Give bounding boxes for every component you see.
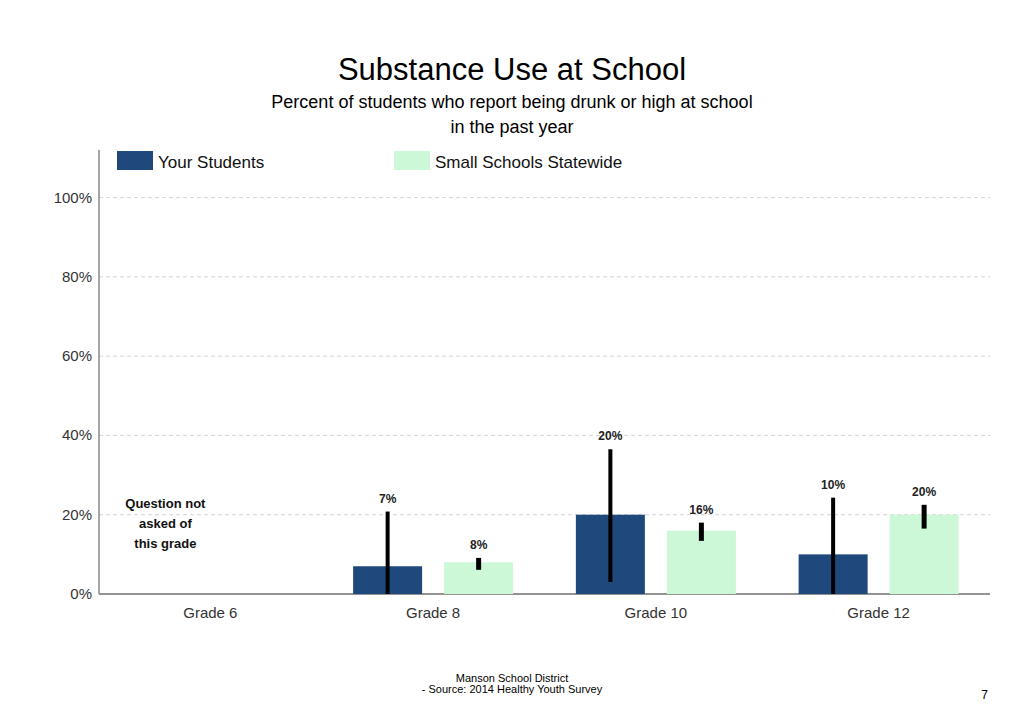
- footer: - Source: 2014 Healthy Youth Survey: [422, 683, 603, 695]
- grid-line: [99, 276, 990, 277]
- legend-label: Small Schools Statewide: [435, 153, 622, 172]
- y-tick-label: 0%: [70, 585, 92, 602]
- grid-line: [99, 197, 990, 198]
- legend-label: Your Students: [158, 153, 264, 172]
- data-label: 8%: [470, 538, 488, 552]
- annotation: asked of: [139, 516, 192, 531]
- legend-swatch: [394, 151, 430, 170]
- y-tick-label: 40%: [62, 426, 92, 443]
- error-bar: [386, 512, 390, 594]
- subtitle: in the past year: [450, 117, 573, 137]
- data-label: 10%: [821, 478, 845, 492]
- error-bar: [922, 505, 927, 529]
- data-label: 16%: [689, 503, 713, 517]
- y-axis: [98, 150, 100, 594]
- y-tick-label: 80%: [62, 268, 92, 285]
- x-tick-label: Grade 10: [625, 604, 688, 621]
- error-bar: [476, 558, 481, 570]
- x-tick-label: Grade 8: [406, 604, 460, 621]
- grid-line: [99, 514, 990, 515]
- title: Substance Use at School: [338, 52, 686, 87]
- grid-line: [99, 356, 990, 357]
- annotation: Question not: [125, 496, 206, 511]
- error-bar: [831, 498, 835, 594]
- y-tick-label: 100%: [54, 189, 92, 206]
- data-label: 20%: [912, 485, 936, 499]
- y-tick-label: 20%: [62, 506, 92, 523]
- x-tick-label: Grade 6: [183, 604, 237, 621]
- page-number: 7: [981, 688, 988, 702]
- x-tick-label: Grade 12: [847, 604, 910, 621]
- marks: [353, 449, 959, 594]
- subtitle: Percent of students who report being dru…: [271, 92, 752, 112]
- grid-line: [99, 435, 990, 436]
- chart: Substance Use at School Percent of studen…: [0, 0, 1024, 727]
- data-label: 20%: [598, 429, 622, 443]
- error-bar: [608, 449, 612, 582]
- y-tick-label: 60%: [62, 347, 92, 364]
- error-bar: [699, 523, 704, 541]
- legend-swatch: [117, 151, 153, 170]
- annotation: this grade: [134, 536, 196, 551]
- data-label: 7%: [379, 492, 397, 506]
